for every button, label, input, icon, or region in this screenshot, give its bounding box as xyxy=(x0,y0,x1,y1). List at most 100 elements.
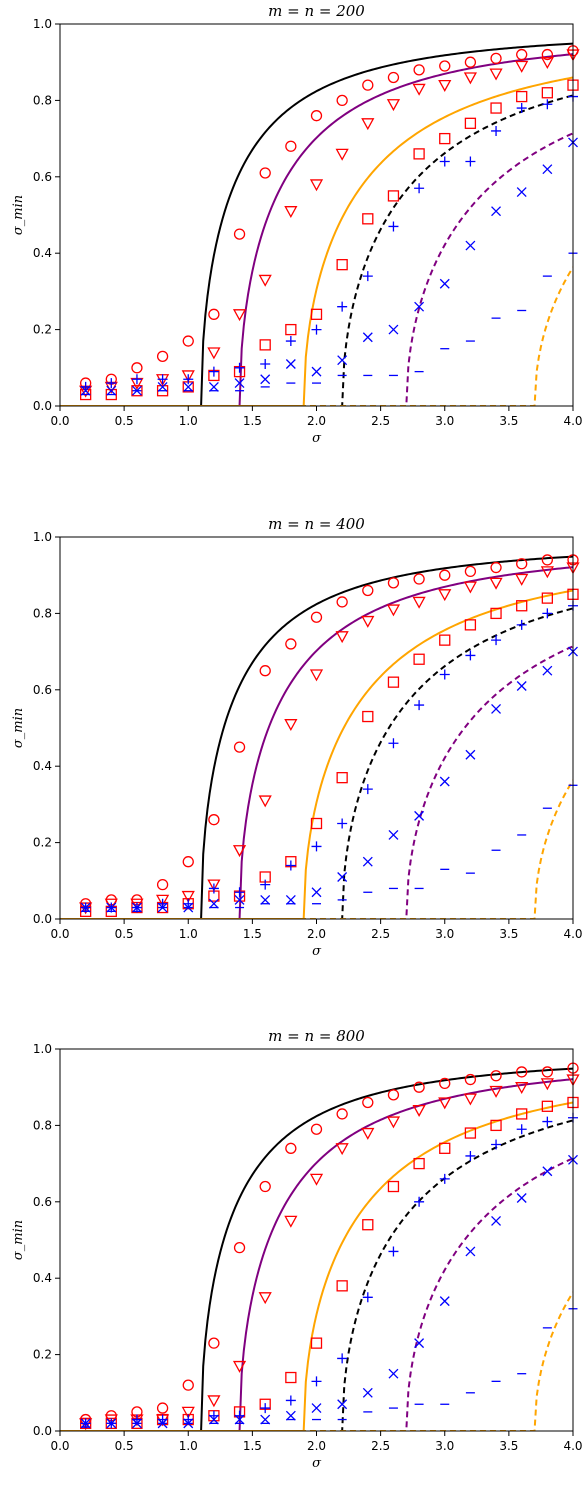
x-axis-label: σ xyxy=(312,431,322,446)
marker-square-9 xyxy=(285,1371,297,1384)
marker-x-12 xyxy=(362,856,373,867)
marker-circle-6 xyxy=(208,308,220,320)
x-tick-label: 1.0 xyxy=(179,414,198,428)
marker-plus-16 xyxy=(465,1150,476,1161)
marker-x-15 xyxy=(439,776,450,787)
plot-frame xyxy=(59,1048,574,1432)
marker-plus-19 xyxy=(542,99,553,110)
marker-circle-7 xyxy=(233,228,246,240)
marker-x-8 xyxy=(260,894,271,905)
marker-x-9 xyxy=(285,1410,296,1421)
x-tick-label: 1.5 xyxy=(243,414,262,428)
marker-circle-9 xyxy=(285,140,297,152)
x-tick-label: 3.5 xyxy=(499,1439,518,1453)
marker-square-15 xyxy=(439,1142,451,1154)
marker-triangle-down-13 xyxy=(386,1116,401,1129)
curve-line-1 xyxy=(60,1067,573,1431)
y-tick-label: 1.0 xyxy=(33,1042,52,1056)
marker-plus-14 xyxy=(414,700,425,711)
marker-circle-18 xyxy=(516,1066,528,1078)
marker-plus-19 xyxy=(542,1116,553,1127)
x-tick-label: 2.0 xyxy=(307,1439,326,1453)
marker-circle-17 xyxy=(490,1070,502,1082)
marker-plus-18 xyxy=(516,103,527,114)
y-axis-label: σ_min xyxy=(11,195,26,235)
curves-group xyxy=(60,1067,573,1431)
chart-title: m = n = 800 xyxy=(268,1027,365,1045)
y-tick-label: 0.6 xyxy=(33,1195,52,1209)
markers-group xyxy=(79,554,580,918)
marker-triangle-down-10 xyxy=(309,179,324,192)
marker-triangle-down-5 xyxy=(181,370,195,383)
marker-square-19 xyxy=(541,87,553,99)
marker-circle-13 xyxy=(387,71,400,84)
marker-plus-12 xyxy=(362,784,373,795)
marker-circle-10 xyxy=(310,1123,323,1135)
marker-x-7 xyxy=(234,1414,245,1425)
marker-triangle-down-9 xyxy=(284,719,298,732)
x-tick-label: 0.5 xyxy=(115,927,134,941)
marker-x-8 xyxy=(260,374,271,385)
chart-svg-1: m = n = 200 0.0 0.5 1.0 1.5 2.0 2.5 3.0 3.5 4.0 0.… xyxy=(11,2,583,446)
marker-x-14 xyxy=(414,1338,425,1349)
marker-x-6 xyxy=(208,1414,219,1425)
marker-triangle-down-5 xyxy=(181,890,195,903)
marker-x-14 xyxy=(414,810,425,821)
curve-line-3 xyxy=(60,76,573,406)
marker-plus-13 xyxy=(388,221,399,232)
marker-plus-15 xyxy=(439,669,450,680)
x-tick-label: 2.0 xyxy=(307,414,326,428)
marker-square-9 xyxy=(285,323,297,336)
marker-triangle-down-11 xyxy=(335,1143,349,1156)
chart-panel-2: m = n = 400 0.0 0.5 1.0 1.5 2.0 2.5 3.0 3.5 4.0 0.… xyxy=(0,513,587,993)
marker-plus-17 xyxy=(491,125,502,136)
marker-circle-10 xyxy=(310,611,323,623)
markers-group xyxy=(79,1062,580,1431)
marker-circle-15 xyxy=(439,60,451,72)
curve-line-5 xyxy=(60,132,573,406)
marker-circle-5 xyxy=(182,856,194,868)
marker-triangle-down-18 xyxy=(515,573,529,586)
marker-x-18 xyxy=(516,1193,527,1203)
marker-x-15 xyxy=(439,1296,450,1307)
y-tick-label: 0.8 xyxy=(33,1118,52,1132)
marker-x-17 xyxy=(491,703,502,714)
curve-line-4 xyxy=(60,607,573,919)
marker-square-16 xyxy=(464,619,477,631)
marker-triangle-down-16 xyxy=(463,72,477,85)
marker-x-13 xyxy=(388,830,399,840)
marker-x-7 xyxy=(234,378,245,389)
marker-square-10 xyxy=(310,308,323,320)
marker-circle-16 xyxy=(464,56,477,68)
chart-title: m = n = 400 xyxy=(268,515,365,533)
marker-circle-11 xyxy=(336,1108,348,1120)
marker-x-6 xyxy=(208,898,219,909)
x-axis-label: σ xyxy=(312,944,322,959)
marker-x-16 xyxy=(465,749,476,760)
marker-triangle-down-14 xyxy=(412,596,426,609)
x-tick-label: 2.5 xyxy=(371,927,390,941)
marker-circle-7 xyxy=(233,741,246,753)
marker-plus-6 xyxy=(208,366,219,377)
x-tick-label: 3.0 xyxy=(435,1439,454,1453)
marker-triangle-down-14 xyxy=(412,83,426,96)
marker-plus-17 xyxy=(491,1139,502,1150)
marker-circle-8 xyxy=(259,1180,271,1193)
marker-triangle-down-16 xyxy=(463,1093,477,1106)
y-tick-label: 0.4 xyxy=(33,246,52,260)
marker-plus-12 xyxy=(362,1292,373,1303)
marker-circle-14 xyxy=(413,1081,425,1093)
curve-line-3 xyxy=(60,1101,573,1431)
marker-square-11 xyxy=(336,772,348,784)
x-tick-label: 1.5 xyxy=(243,1439,262,1453)
marker-x-12 xyxy=(362,1387,373,1398)
curve-line-5 xyxy=(60,1157,573,1431)
marker-x-5 xyxy=(183,381,194,392)
marker-plus-14 xyxy=(414,1196,425,1207)
y-tick-label: 0.8 xyxy=(33,606,52,620)
marker-x-19 xyxy=(542,665,553,676)
curve-line-2 xyxy=(60,566,573,919)
marker-circle-16 xyxy=(464,565,477,578)
marker-triangle-down-7 xyxy=(232,309,247,322)
marker-square-17 xyxy=(490,1119,502,1132)
